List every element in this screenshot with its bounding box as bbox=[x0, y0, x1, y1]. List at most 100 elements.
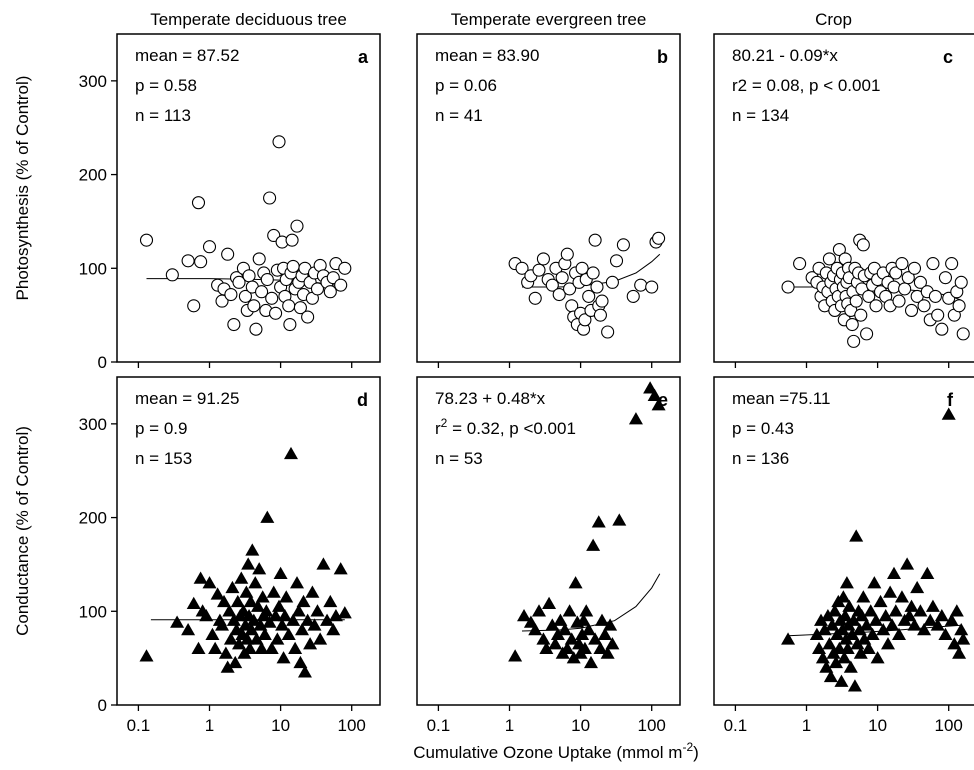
annotation-line: r2 = 0.08, p < 0.001 bbox=[732, 76, 880, 95]
panel-letter: d bbox=[357, 390, 368, 410]
data-point bbox=[532, 604, 547, 617]
data-point bbox=[902, 608, 917, 622]
data-point bbox=[945, 257, 959, 271]
data-point bbox=[528, 291, 542, 305]
data-point bbox=[273, 566, 288, 580]
data-point bbox=[812, 641, 827, 655]
data-point bbox=[208, 641, 223, 655]
data-point bbox=[262, 615, 277, 628]
data-point bbox=[863, 604, 878, 617]
annotation-line: n = 113 bbox=[135, 106, 191, 125]
x-tick-label: 0.1 bbox=[127, 716, 151, 735]
data-point bbox=[210, 587, 225, 600]
x-tick-label: 0.1 bbox=[427, 716, 451, 735]
data-point bbox=[651, 398, 666, 411]
data-point bbox=[904, 599, 919, 612]
data-point bbox=[170, 615, 185, 628]
data-point bbox=[913, 604, 928, 617]
panel-letter: e bbox=[658, 390, 668, 410]
data-point bbox=[283, 446, 298, 460]
panel-frame bbox=[116, 33, 381, 363]
data-point bbox=[270, 632, 285, 645]
data-point bbox=[886, 566, 901, 580]
data-point bbox=[597, 627, 612, 640]
data-point bbox=[938, 627, 953, 640]
data-point bbox=[225, 580, 240, 594]
data-point bbox=[880, 637, 895, 650]
data-point bbox=[935, 322, 949, 336]
data-point bbox=[254, 641, 269, 655]
annotation-line: n = 41 bbox=[435, 106, 483, 125]
shared-xlabel: Cumulative Ozone Uptake (mmol m-2) bbox=[413, 740, 699, 762]
data-point bbox=[907, 618, 922, 631]
x-tick-label: 10 bbox=[868, 716, 887, 735]
data-point bbox=[889, 266, 903, 280]
panel-d: 0.1 1 10 100 0 100 200 300 mean = 91.25 p = 0.9 n … bbox=[79, 376, 381, 735]
data-point bbox=[560, 641, 575, 655]
data-point bbox=[301, 310, 315, 324]
data-point bbox=[956, 632, 971, 645]
data-point bbox=[815, 651, 830, 664]
data-point bbox=[260, 272, 274, 287]
data-point bbox=[338, 261, 352, 275]
data-point bbox=[139, 649, 154, 662]
annotation-sup: 2 bbox=[441, 416, 448, 430]
fit-line bbox=[521, 573, 661, 632]
data-point bbox=[822, 252, 836, 266]
data-point bbox=[222, 604, 237, 617]
data-point bbox=[781, 280, 795, 294]
data-point bbox=[595, 613, 610, 626]
data-point bbox=[542, 596, 557, 610]
data-point bbox=[194, 255, 208, 269]
annotation-line: 78.23 + 0.48*x bbox=[435, 389, 546, 408]
data-point bbox=[885, 618, 900, 631]
data-point bbox=[819, 660, 834, 673]
data-point bbox=[326, 623, 341, 636]
data-point bbox=[947, 637, 962, 650]
annotation-line: mean = 83.90 bbox=[435, 46, 539, 65]
data-point bbox=[820, 608, 835, 622]
data-point bbox=[191, 641, 206, 655]
data-point bbox=[283, 317, 297, 332]
data-point bbox=[586, 266, 600, 280]
data-point bbox=[878, 608, 893, 622]
data-point bbox=[854, 608, 869, 622]
data-point bbox=[605, 275, 619, 289]
data-point bbox=[563, 282, 577, 296]
data-point bbox=[588, 632, 603, 645]
row-ylabel-conductance: Conductance (% of Control) bbox=[13, 426, 32, 636]
data-point bbox=[320, 613, 335, 626]
data-point bbox=[873, 594, 888, 608]
data-point bbox=[286, 259, 300, 273]
data-point bbox=[562, 604, 577, 617]
panel-e: 0.1 1 10 100 78.23 + 0.48*x r2 = 0.32, p <0.0… bbox=[416, 376, 681, 735]
y-tick-label: 0 bbox=[98, 696, 107, 715]
data-point bbox=[926, 257, 940, 271]
row-ylabel-photosynthesis: Photosynthesis (% of Control) bbox=[13, 76, 32, 301]
data-point bbox=[187, 299, 201, 313]
data-point bbox=[895, 257, 909, 271]
data-point bbox=[952, 646, 967, 659]
data-point bbox=[255, 590, 270, 603]
data-point bbox=[289, 576, 304, 589]
annotation-line: n = 53 bbox=[435, 449, 483, 468]
data-point bbox=[934, 608, 949, 622]
data-point bbox=[845, 317, 859, 332]
data-point bbox=[264, 641, 279, 655]
data-point bbox=[944, 613, 959, 626]
data-point bbox=[239, 585, 254, 598]
data-point bbox=[245, 543, 260, 556]
data-point bbox=[181, 623, 196, 636]
data-point bbox=[257, 627, 272, 640]
data-point bbox=[954, 275, 968, 289]
data-point bbox=[588, 233, 602, 247]
annotation-line: mean = 91.25 bbox=[135, 389, 239, 408]
data-point bbox=[232, 637, 247, 650]
data-point bbox=[215, 618, 230, 631]
data-point bbox=[566, 651, 581, 664]
data-point bbox=[305, 585, 320, 598]
data-point bbox=[205, 627, 220, 640]
data-point bbox=[850, 637, 865, 650]
column-title: Temperate evergreen tree bbox=[451, 10, 647, 29]
